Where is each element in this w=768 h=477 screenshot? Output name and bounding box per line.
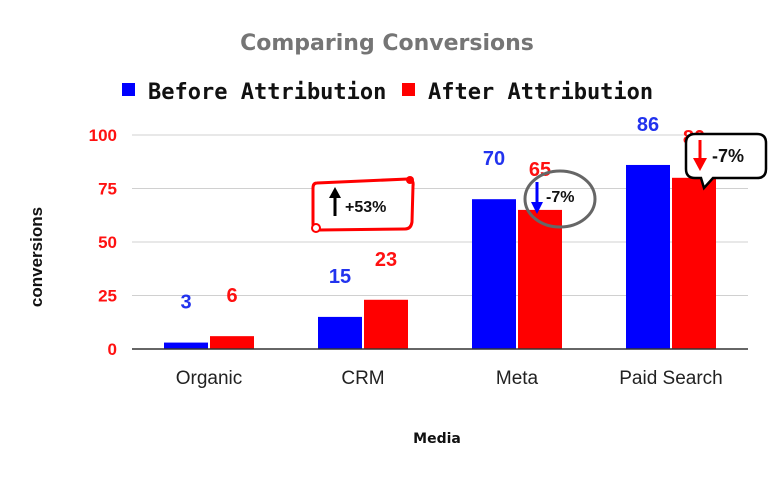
data-label: 15 [329, 266, 351, 288]
y-tick-label: 0 [108, 340, 117, 359]
data-label: 86 [637, 114, 659, 136]
y-tick-label: 100 [89, 126, 117, 145]
y-axis-title: conversions [27, 207, 46, 307]
up-arrow-head [329, 187, 341, 198]
x-tick-label: CRM [341, 368, 384, 389]
y-axis-ticks: 0 25 50 75 100 [89, 126, 117, 359]
annotation-paid-search: -7% [684, 132, 768, 191]
x-tick-label: Paid Search [619, 368, 723, 389]
bar [364, 299, 408, 349]
annotation-meta-text: -7% [546, 189, 574, 206]
y-tick-label: 75 [98, 180, 117, 199]
bar [626, 164, 670, 349]
annotation-meta: -7% [523, 169, 597, 229]
legend-label-after: After Attribution [428, 80, 653, 105]
y-tick-label: 25 [98, 287, 117, 306]
bar [318, 316, 362, 349]
data-labels: 36152370658680 [180, 114, 705, 314]
bar [518, 209, 562, 349]
bar [472, 199, 516, 349]
bar [164, 342, 208, 349]
legend-label-before: Before Attribution [148, 80, 386, 105]
scroll-curl-bottom [311, 223, 321, 233]
bars [164, 164, 716, 349]
chart-title: Comparing Conversions [240, 31, 534, 56]
bar [210, 336, 254, 349]
bar [672, 177, 716, 349]
data-label: 65 [529, 159, 551, 181]
legend: Before Attribution After Attribution [122, 80, 653, 105]
annotation-crm-text: +53% [345, 199, 386, 216]
speech-bubble-shape [684, 132, 768, 191]
x-axis-ticks: Organic CRM Meta Paid Search [176, 368, 723, 389]
ellipse-shape [523, 169, 597, 229]
data-label: 3 [180, 292, 191, 314]
down-arrow-head [531, 202, 543, 214]
data-label: 6 [226, 285, 237, 307]
scroll-curl-top [406, 176, 414, 184]
data-label: 70 [483, 148, 505, 170]
x-tick-label: Organic [176, 368, 243, 389]
annotation-crm: +53% [311, 176, 415, 233]
x-tick-label: Meta [496, 368, 539, 389]
legend-swatch-before [122, 83, 135, 96]
x-axis-title: Media [413, 431, 461, 447]
y-tick-label: 50 [98, 233, 117, 252]
annotation-paid-search-text: -7% [712, 146, 744, 166]
data-label: 23 [375, 249, 397, 271]
legend-swatch-after [402, 83, 415, 96]
down-arrow-head-red [693, 158, 707, 171]
